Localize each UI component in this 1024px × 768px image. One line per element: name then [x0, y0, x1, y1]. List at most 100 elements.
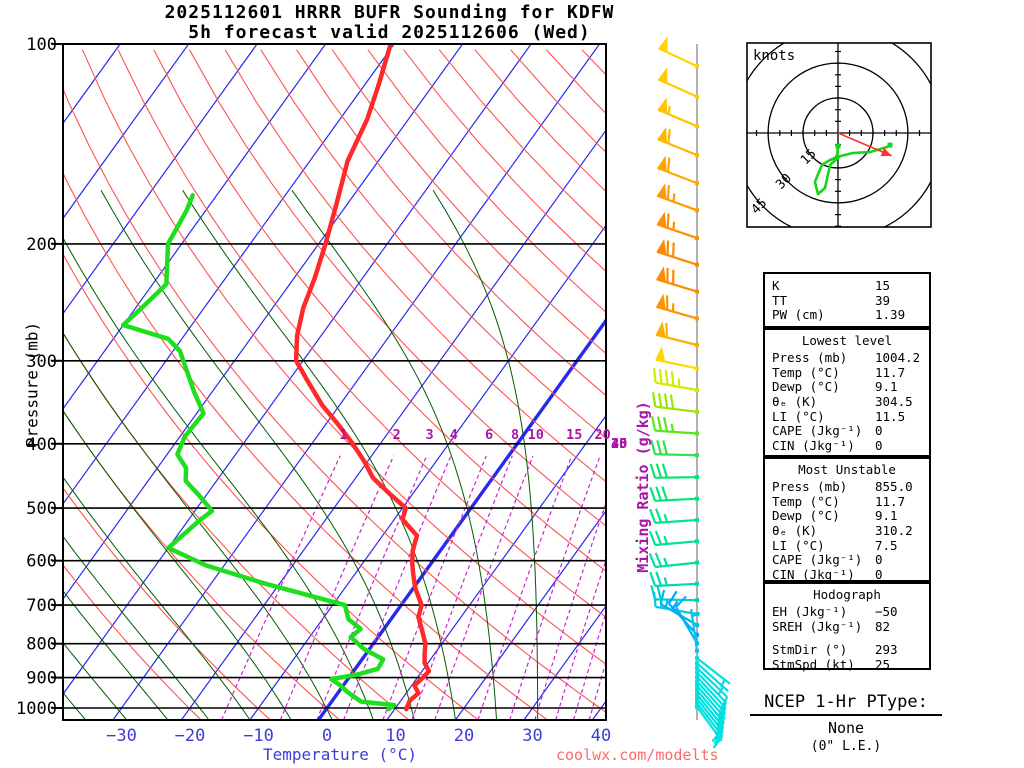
- panel-row: K 15: [765, 278, 929, 293]
- panel-row: θₑ (K) 304.5: [765, 394, 929, 409]
- panel-row: StmSpd (kt) 25: [765, 657, 929, 672]
- panel-row: LI (°C) 7.5: [765, 538, 929, 553]
- hodo-ring-label: 30: [773, 171, 795, 193]
- panel-box-lowest: Lowest level Press (mb) 1004.2 Temp (°C) 11.…: [763, 328, 931, 457]
- temp-tick-label: 20: [454, 726, 474, 746]
- dry-adiabat: [81, 49, 606, 665]
- panel-row: Press (mb) 1004.2: [765, 350, 929, 365]
- ptype-title: NCEP 1-Hr PType:: [750, 692, 942, 716]
- mixing-ratio-line: [221, 455, 341, 720]
- hodo-trace-endpoint: [887, 142, 893, 148]
- moist-adiabat: [63, 641, 128, 720]
- pressure-tick-label: 300: [26, 352, 57, 372]
- moist-adiabat: [182, 189, 456, 720]
- temp-tick-label: −10: [243, 726, 274, 746]
- panel-row-value: 0: [875, 423, 883, 439]
- pressure-tick-label: 400: [26, 435, 57, 455]
- panel-row-label: LI (°C): [772, 537, 825, 553]
- temp-tick-label: 40: [591, 726, 611, 746]
- panel-row-value: 7.5: [875, 537, 898, 553]
- wind-barb: [651, 392, 699, 414]
- mixing-ratio-label: 6: [485, 427, 493, 443]
- panel-row-label: K: [772, 278, 780, 293]
- ptype-note: (0" L.E.): [810, 739, 882, 754]
- panel-row-label: θₑ (K): [772, 394, 818, 410]
- dry-adiabat: [63, 564, 202, 720]
- mixing-ratio-label: 35: [611, 436, 627, 452]
- wind-barb: [656, 183, 699, 213]
- moist-adiabat: [63, 409, 292, 720]
- panel-row: Dewp (°C) 9.1: [765, 508, 929, 523]
- moist-adiabat: [63, 590, 169, 720]
- panel-row: Temp (°C) 11.7: [765, 365, 929, 380]
- panel-row-value: −50: [875, 604, 898, 619]
- panel-row-label: Temp (°C): [772, 364, 840, 380]
- dry-adiabat: [224, 49, 606, 483]
- ptype-value: None: [827, 719, 865, 737]
- panel-row: CIN (Jkg⁻¹) 0: [765, 567, 929, 582]
- moist-adiabat: [63, 331, 333, 720]
- panel-row-label: StmSpd (kt): [772, 657, 855, 673]
- storm-vector-arrowhead: [880, 147, 892, 157]
- panel-box-indices: K 15 TT 39 PW (cm) 1.39: [763, 272, 931, 328]
- panel-row-value: 855.0: [875, 479, 913, 494]
- hodo-ring: [767, 62, 909, 204]
- panel-row-value: 1004.2: [875, 350, 921, 365]
- isotherm: [63, 44, 121, 125]
- wind-barb-column: [648, 36, 731, 749]
- panel-row-value: 39: [875, 292, 891, 308]
- wind-barb: [648, 552, 699, 569]
- mixing-ratio-line: [573, 610, 606, 720]
- panel-section-title: Lowest level: [801, 333, 893, 348]
- website-link[interactable]: coolwx.com/modelts: [556, 746, 719, 764]
- pressure-tick-label: 600: [26, 552, 57, 572]
- panel-row: CAPE (Jkg⁻¹) 0: [765, 423, 929, 438]
- sounding-curves: [120, 44, 432, 712]
- panel-row-label: Temp (°C): [772, 493, 840, 509]
- isotherm: [112, 44, 601, 720]
- pressure-tick-label: 200: [26, 235, 57, 255]
- temp-tick-label: 0: [322, 726, 332, 746]
- mixing-ratio-line: [555, 558, 606, 720]
- panel-row-label: TT: [772, 292, 788, 308]
- dry-adiabat: [63, 253, 479, 720]
- isotherm: [63, 44, 190, 220]
- mixing-ratio-line: [382, 455, 487, 720]
- dry-adiabat: [63, 87, 606, 713]
- panel-row-value: 15: [875, 278, 891, 293]
- dry-adiabat: [63, 409, 340, 720]
- wind-barb: [656, 211, 699, 241]
- mixing-ratio-label: 30: [611, 436, 627, 452]
- dry-adiabat: [153, 49, 606, 572]
- wind-barb: [655, 321, 699, 348]
- wind-barb: [657, 155, 699, 186]
- moist-adiabat: [291, 189, 498, 720]
- panel-row-value: 9.1: [875, 379, 898, 395]
- wind-barb: [695, 704, 723, 743]
- hodo-trace-endpoint: [835, 143, 841, 149]
- dry-adiabat: [296, 49, 606, 397]
- panel-row-label: Press (mb): [772, 350, 848, 365]
- dry-adiabat: [189, 49, 606, 527]
- dry-adiabat: [63, 171, 548, 720]
- mixing-ratio-line: [411, 455, 513, 720]
- panel-row: CAPE (Jkg⁻¹) 0: [765, 552, 929, 567]
- panel-row-value: 0: [875, 567, 883, 583]
- mixing-ratio-label: 1: [339, 427, 347, 443]
- dewpoint-curve: [120, 193, 397, 712]
- wind-barb: [655, 346, 699, 371]
- pressure-tick-label: 800: [26, 635, 57, 655]
- panel-row: SREH (Jkg⁻¹) 82: [765, 619, 929, 634]
- panel-row: θₑ (K) 310.2: [765, 523, 929, 538]
- wind-barb: [649, 486, 699, 502]
- wind-barb: [653, 368, 699, 393]
- isotherm: [249, 224, 606, 720]
- hodograph-trace: [813, 143, 891, 196]
- wind-barb: [648, 530, 699, 547]
- freezing-isotherm: [317, 317, 606, 720]
- panel-row: Press (mb) 855.0: [765, 479, 929, 494]
- pressure-tick-label: 900: [26, 669, 57, 689]
- panel-row-label: Dewp (°C): [772, 508, 840, 524]
- isotherm: [180, 129, 606, 720]
